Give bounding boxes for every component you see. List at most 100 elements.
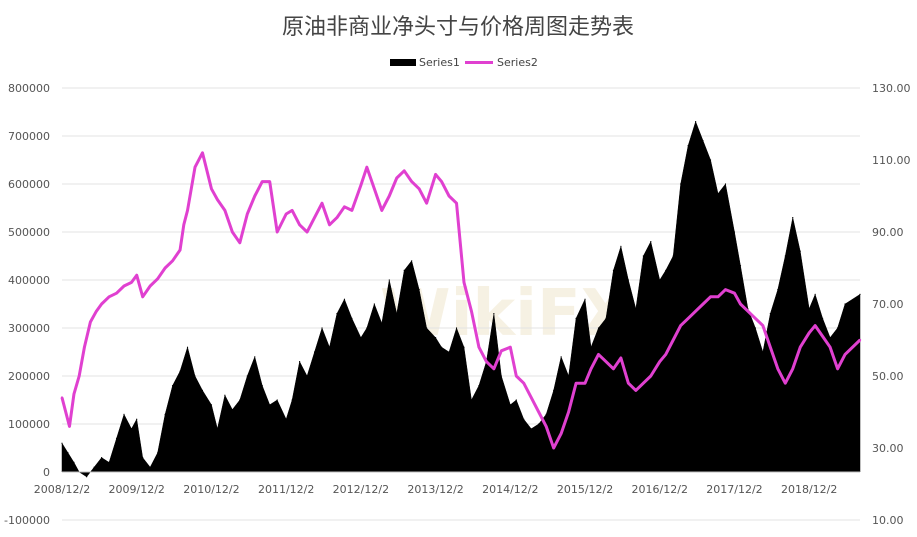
series1-point <box>829 337 831 339</box>
series2-point <box>440 180 443 183</box>
series2-point <box>686 317 690 320</box>
series1-point <box>216 428 219 430</box>
series2-point <box>724 288 727 291</box>
series1-point <box>575 317 577 319</box>
series2-point <box>186 209 189 212</box>
series1-point <box>590 346 592 348</box>
series1-point <box>500 375 502 377</box>
y-axis-right: 10.00 30.00 50.00 70.00 90.00 110.00 130.00 <box>872 82 911 527</box>
series1-point <box>343 298 346 300</box>
series2-point <box>359 184 363 187</box>
series1-point <box>739 265 742 267</box>
series2-point <box>313 216 316 219</box>
y-right-tick-label: 10.00 <box>872 514 904 527</box>
series2-point <box>447 194 451 198</box>
series2-point <box>77 374 81 378</box>
series1-point <box>509 404 511 406</box>
series2-point <box>268 180 271 183</box>
series2-point <box>373 187 376 190</box>
series2-point <box>193 166 197 169</box>
series2-point <box>410 180 413 183</box>
series2-point <box>238 241 242 244</box>
y-left-tick-label: -100000 <box>4 514 50 527</box>
series2-point <box>709 295 712 298</box>
series1-point <box>269 404 271 406</box>
series2-point <box>178 248 182 252</box>
series2-point <box>477 346 481 349</box>
series1-point <box>201 389 204 391</box>
series2-point <box>253 194 256 198</box>
series1-point <box>642 255 644 257</box>
series1-point <box>136 418 138 420</box>
series2-point <box>679 324 682 327</box>
series1-point <box>239 399 241 401</box>
series1-point <box>231 409 233 411</box>
y-left-tick-label: 500000 <box>8 226 50 239</box>
series1-point <box>171 385 174 387</box>
x-tick-label: 2012/12/2 <box>333 483 389 496</box>
series1-point <box>702 140 704 142</box>
series2-point <box>60 396 64 399</box>
series2-point <box>552 446 555 450</box>
series2-point <box>343 205 346 208</box>
series1-point <box>366 327 368 329</box>
series1-point <box>299 361 301 363</box>
series2-point <box>701 302 705 306</box>
series2-point <box>305 230 309 234</box>
series2-point <box>335 216 339 219</box>
series1-point <box>523 418 525 420</box>
series2-point <box>223 209 227 212</box>
series2-point <box>95 310 98 313</box>
series1-point <box>859 293 861 295</box>
series1-point <box>67 452 69 454</box>
series1-point <box>210 404 213 406</box>
series1-point <box>672 255 674 257</box>
series1-point <box>336 313 338 315</box>
x-tick-label: 2011/12/2 <box>258 483 314 496</box>
series1-point <box>276 399 278 401</box>
series2-point <box>821 335 824 338</box>
series1-point <box>754 327 756 329</box>
series1-point <box>254 356 256 358</box>
series2-point <box>544 425 548 428</box>
y-axis-left: -100000 0 100000 200000 300000 400000 500000 60… <box>4 82 50 527</box>
series2-point <box>100 302 103 306</box>
series2-point <box>746 310 750 313</box>
series1-point <box>418 289 420 291</box>
series2-point <box>530 396 533 399</box>
series2-point <box>275 230 279 234</box>
series2-point <box>509 346 512 349</box>
series1-point <box>687 145 689 147</box>
series1-point <box>680 183 682 185</box>
x-tick-label: 2018/12/2 <box>781 483 837 496</box>
series2-point <box>455 202 458 205</box>
plot-area <box>60 120 862 478</box>
series2-point <box>246 212 249 216</box>
x-tick-label: 2017/12/2 <box>706 483 762 496</box>
series2-point <box>522 382 525 385</box>
series1-point <box>426 327 428 329</box>
series1-point <box>822 317 824 319</box>
y-right-tick-label: 110.00 <box>872 154 911 167</box>
series2-point <box>604 360 608 363</box>
x-tick-label: 2013/12/2 <box>407 483 463 496</box>
series2-point <box>769 346 772 349</box>
series1-point <box>844 303 846 305</box>
series1-point <box>538 423 540 425</box>
series1-point <box>530 428 532 430</box>
chart-title: 原油非商业净头寸与价格周图走势表 <box>282 15 634 40</box>
series2-point <box>664 353 667 356</box>
series1-point <box>123 413 125 415</box>
series1-point <box>142 457 144 459</box>
series2-point <box>791 367 794 370</box>
series1-point <box>784 255 786 257</box>
series1-point <box>149 466 151 468</box>
series2-point <box>130 281 133 284</box>
series2-point <box>148 284 152 288</box>
series1-point <box>224 394 226 396</box>
series1-point <box>463 346 465 348</box>
series2-point <box>672 338 675 342</box>
series1-point <box>93 466 95 468</box>
x-axis: 2008/12/2 2009/12/2 2010/12/2 2011/12/2 2012… <box>34 471 860 496</box>
series2-point <box>171 259 174 262</box>
